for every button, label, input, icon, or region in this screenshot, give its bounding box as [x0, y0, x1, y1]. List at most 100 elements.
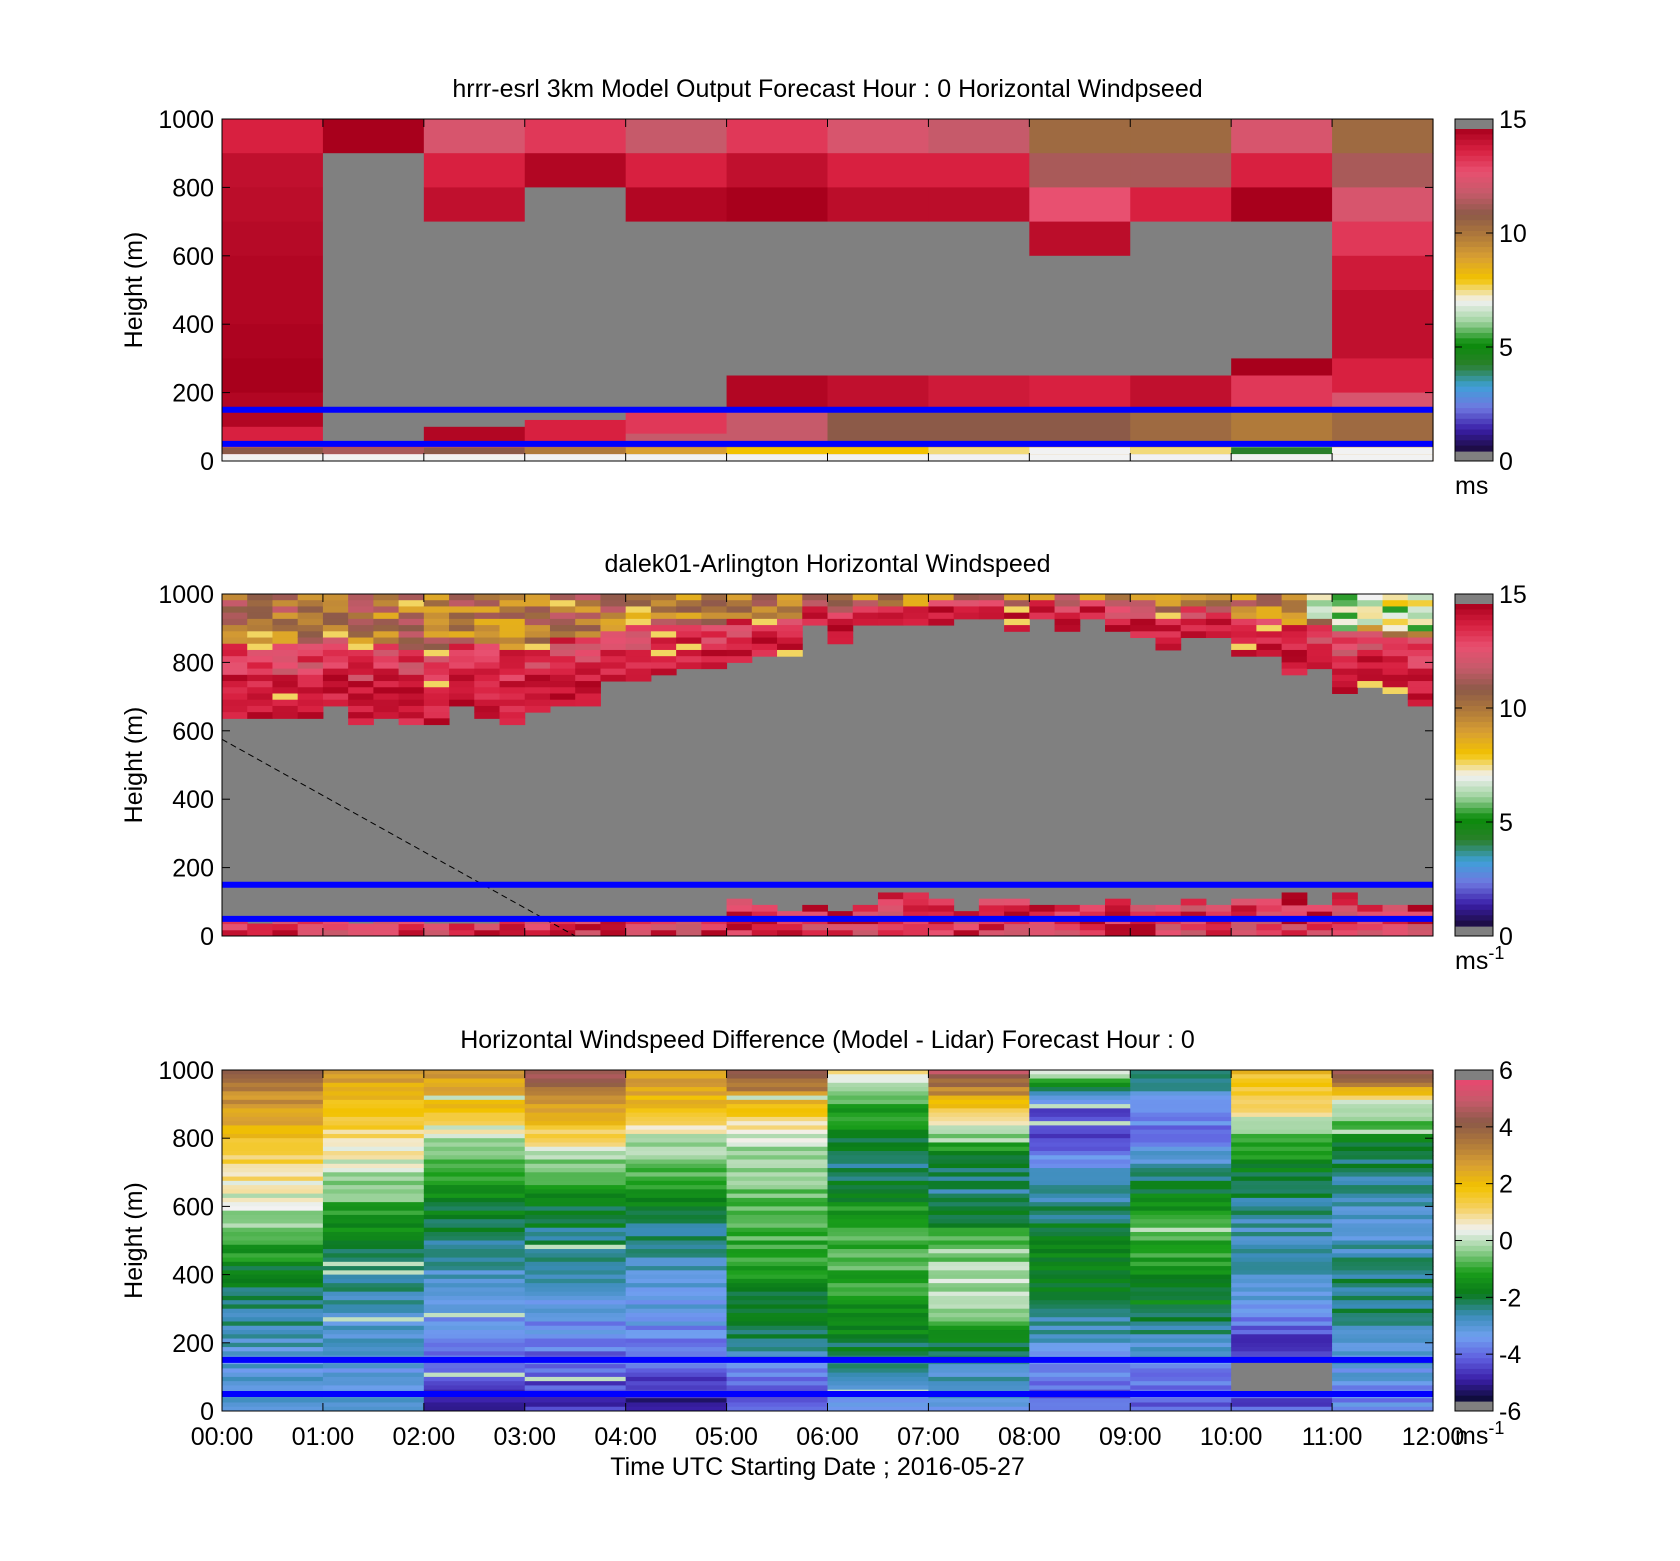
- heatmap-cell: [524, 693, 551, 701]
- heatmap-cell: [625, 1274, 728, 1280]
- heatmap-cell: [1029, 1078, 1131, 1084]
- heatmap-cell: [1130, 1257, 1232, 1263]
- colorbar-segment: [1455, 657, 1493, 664]
- heatmap-cell: [1029, 1317, 1131, 1322]
- heatmap-cell: [928, 1244, 1030, 1250]
- heatmap-cell: [1231, 358, 1333, 376]
- colorbar-segment: [1455, 1213, 1493, 1220]
- x-tick-label: 12:00: [1402, 1423, 1465, 1451]
- heatmap-cell: [322, 1082, 425, 1088]
- heatmap-cell: [423, 1070, 526, 1075]
- heatmap-cell: [1029, 1236, 1131, 1241]
- heatmap-cell: [877, 594, 904, 601]
- heatmap-cell: [322, 1219, 425, 1224]
- heatmap-cell: [272, 693, 299, 701]
- heatmap-cell: [1130, 904, 1156, 912]
- heatmap-cell: [398, 681, 425, 688]
- heatmap-cell: [1231, 1381, 1333, 1386]
- heatmap-cell: [449, 618, 475, 626]
- heatmap-cell: [1180, 911, 1207, 918]
- heatmap-cell: [1130, 1133, 1232, 1139]
- x-tick-label: 09:00: [1099, 1423, 1162, 1451]
- heatmap-cell: [575, 929, 601, 937]
- heatmap-cell: [1004, 904, 1030, 912]
- heatmap-cell: [1332, 668, 1358, 676]
- heatmap-cell: [449, 649, 475, 657]
- heatmap-cell: [524, 1376, 627, 1382]
- heatmap-cell: [1231, 1133, 1333, 1139]
- heatmap-cell: [1029, 1312, 1131, 1318]
- heatmap-cell: [726, 1116, 829, 1122]
- heatmap-cell: [1256, 606, 1283, 614]
- heatmap-cell: [297, 618, 324, 626]
- heatmap-cell: [524, 1108, 627, 1114]
- heatmap-cell: [1231, 1376, 1333, 1382]
- heatmap-cell: [827, 1210, 930, 1216]
- heatmap-cell: [1029, 1231, 1131, 1237]
- heatmap-cell: [650, 606, 677, 614]
- heatmap-cell: [625, 1347, 728, 1352]
- heatmap-cell: [1332, 1295, 1434, 1301]
- heatmap-cell: [1332, 1193, 1434, 1199]
- heatmap-cell: [877, 911, 904, 918]
- heatmap-cell: [1029, 1308, 1131, 1314]
- heatmap-cell: [524, 1078, 627, 1084]
- heatmap-cell: [1332, 1351, 1434, 1357]
- colorbar-segment: [1455, 1181, 1493, 1188]
- heatmap-cell: [625, 1087, 728, 1092]
- colorbar-segment: [1455, 754, 1493, 761]
- heatmap-cell: [1382, 594, 1409, 601]
- y-tick-label: 400: [172, 311, 214, 339]
- heatmap-cell: [928, 1312, 1030, 1318]
- colorbar-segment: [1455, 1368, 1493, 1375]
- heatmap-cell: [827, 1180, 930, 1186]
- heatmap-cell: [852, 612, 879, 620]
- heatmap-cell: [575, 656, 601, 663]
- heatmap-cell: [322, 1155, 425, 1161]
- heatmap-cell: [1130, 1308, 1232, 1314]
- heatmap-cell: [1029, 1108, 1131, 1114]
- heatmap-cell: [1332, 904, 1358, 912]
- heatmap-cell: [373, 712, 400, 719]
- heatmap-cell: [575, 637, 601, 645]
- heatmap-cell: [348, 662, 374, 670]
- heatmap-cell: [625, 1129, 728, 1135]
- heatmap-cell: [751, 904, 778, 912]
- colorbar-tick-label: 5: [1499, 334, 1513, 362]
- heatmap-cell: [222, 1342, 324, 1348]
- heatmap-cell: [650, 594, 677, 601]
- heatmap-cell: [726, 911, 753, 918]
- heatmap-cell: [751, 600, 778, 607]
- heatmap-cell: [827, 1197, 930, 1203]
- heatmap-cell: [222, 1108, 324, 1114]
- heatmap-cell: [726, 1168, 829, 1173]
- heatmap-cell: [726, 1325, 829, 1331]
- heatmap-cell: [423, 1342, 526, 1348]
- heatmap-cell: [423, 1381, 526, 1386]
- heatmap-cell: [322, 637, 349, 645]
- heatmap-cell: [1382, 618, 1409, 626]
- heatmap-cell: [524, 1202, 627, 1207]
- heatmap-cell: [903, 600, 929, 607]
- heatmap-cell: [1231, 1142, 1333, 1148]
- heatmap-cell: [524, 612, 551, 620]
- heatmap-cell: [827, 1087, 930, 1092]
- colorbar-cap-bottom: [1455, 1401, 1493, 1411]
- heatmap-cell: [474, 600, 501, 607]
- heatmap-cell: [1029, 1206, 1131, 1212]
- heatmap-cell: [928, 187, 1030, 222]
- heatmap-cell: [247, 606, 273, 614]
- heatmap-cell: [272, 668, 299, 676]
- heatmap-cell: [524, 1385, 627, 1391]
- heatmap-cell: [1231, 898, 1257, 906]
- heatmap-cell: [398, 612, 425, 620]
- heatmap-cell: [877, 929, 904, 937]
- heatmap-cell: [423, 1402, 526, 1408]
- heatmap-cell: [474, 649, 501, 657]
- heatmap-cell: [701, 618, 728, 626]
- heatmap-cell: [322, 1325, 425, 1331]
- heatmap-cell: [625, 1283, 728, 1288]
- heatmap-cell: [1382, 929, 1409, 937]
- colorbar-segment: [1455, 204, 1493, 211]
